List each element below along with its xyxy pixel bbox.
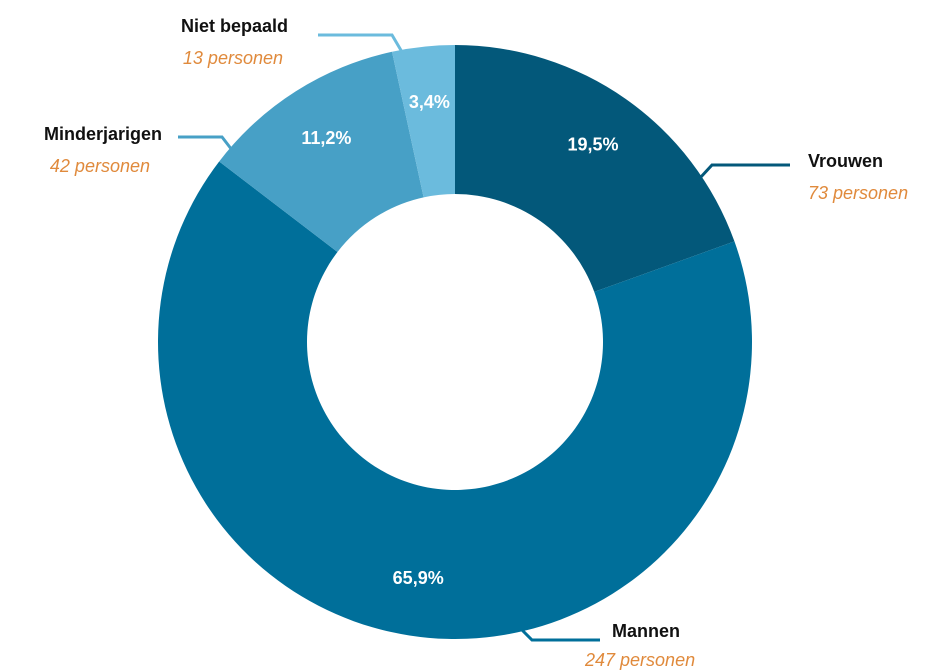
donut-slice [455,45,735,292]
category-label: Vrouwen [808,151,883,171]
value-label: 3,4% [409,92,450,112]
donut-slice [157,161,752,639]
donut-slice [392,45,455,198]
leader-line [520,628,600,642]
category-label: Niet bepaald [181,16,288,36]
category-label: Minderjarigen [44,124,162,144]
count-label: 247 personen [584,650,695,670]
value-label: 19,5% [567,134,618,154]
count-label: 42 personen [50,156,150,176]
count-label: 73 personen [808,183,908,203]
value-label: 65,9% [393,568,444,588]
leader-line [318,33,404,53]
count-label: 13 personen [183,48,283,68]
leader-line [698,163,790,180]
donut-slice [219,51,424,253]
category-label: Mannen [612,621,680,641]
value-label: 11,2% [301,128,351,148]
leader-line [178,135,234,151]
